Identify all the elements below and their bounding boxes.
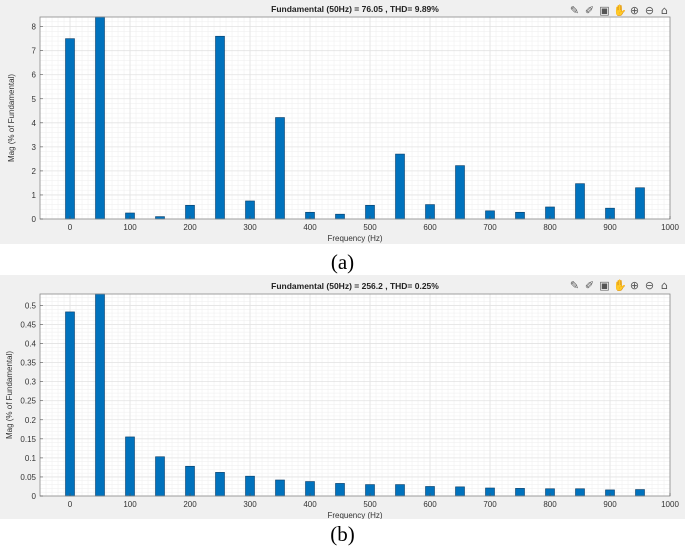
x-tick-label: 900 xyxy=(603,500,617,509)
x-tick-label: 600 xyxy=(423,223,437,232)
x-tick-label: 1000 xyxy=(661,500,679,509)
bar xyxy=(635,187,645,220)
bar xyxy=(575,488,585,497)
bar xyxy=(515,211,525,220)
bar xyxy=(275,117,285,220)
y-tick-label: 0.5 xyxy=(25,301,37,310)
y-axis-label: Mag (% of Fundamental) xyxy=(7,74,16,162)
grid xyxy=(39,16,671,220)
x-tick-label: 200 xyxy=(183,223,197,232)
y-tick-label: 4 xyxy=(32,119,37,128)
datatip-icon[interactable]: ▣ xyxy=(599,279,610,292)
x-tick-label: 900 xyxy=(603,223,617,232)
bar xyxy=(185,465,195,497)
y-tick-label: 0.25 xyxy=(20,397,36,406)
bar xyxy=(395,484,405,497)
y-tick-label: 5 xyxy=(32,95,37,104)
axes-box xyxy=(39,293,671,497)
bar xyxy=(455,486,465,497)
x-tick-label: 700 xyxy=(483,500,497,509)
caption-b: (b) xyxy=(330,522,355,546)
x-tick-label: 300 xyxy=(243,500,257,509)
bar xyxy=(635,489,645,497)
y-tick-label: 1 xyxy=(32,191,37,200)
bar-chart-b: 0 100 200 300 400 500 600 700 800 900 1000 0 0.05 0.1… xyxy=(5,281,679,519)
x-tick-label: 1000 xyxy=(661,223,679,232)
bar xyxy=(65,38,75,220)
x-tick-label: 100 xyxy=(123,500,137,509)
x-tick-label: 200 xyxy=(183,500,197,509)
brush-icon[interactable]: ✐ xyxy=(584,279,595,292)
y-tick-label: 0 xyxy=(32,215,37,224)
x-tick-label: 700 xyxy=(483,223,497,232)
y-tick-label: 0.2 xyxy=(25,416,37,425)
x-axis-label: Frequency (Hz) xyxy=(327,511,382,519)
caption-a: (a) xyxy=(330,250,355,274)
y-tick-label: 0.1 xyxy=(25,454,37,463)
chart-title: Fundamental (50Hz) = 256.2 , THD= 0.25% xyxy=(271,281,439,291)
x-tick-label: 500 xyxy=(363,223,377,232)
x-tick-label: 600 xyxy=(423,500,437,509)
bar xyxy=(575,183,585,220)
axes-box xyxy=(39,16,671,220)
pan-icon[interactable]: ✋ xyxy=(613,4,627,17)
bar xyxy=(95,293,105,497)
home-icon[interactable]: ⌂ xyxy=(661,279,668,292)
y-tick-label: 0.05 xyxy=(20,473,36,482)
x-tick-label: 800 xyxy=(543,500,557,509)
edit-icon[interactable]: ✎ xyxy=(569,279,580,292)
x-tick-label: 300 xyxy=(243,223,257,232)
bar xyxy=(95,16,105,220)
y-tick-label: 0.4 xyxy=(25,340,37,349)
edit-icon[interactable]: ✎ xyxy=(569,4,580,17)
zoom-out-icon[interactable]: ⊖ xyxy=(644,4,655,17)
y-tick-label: 0.15 xyxy=(20,435,36,444)
y-tick-label: 0 xyxy=(32,492,37,501)
zoom-out-icon[interactable]: ⊖ xyxy=(644,279,655,292)
pan-icon[interactable]: ✋ xyxy=(613,279,627,292)
x-tick-label: 800 xyxy=(543,223,557,232)
y-axis-label: Mag (% of Fundamental) xyxy=(5,351,14,439)
bar-chart-a: 0 100 200 300 400 500 600 700 800 900 1000 0 1 2 3 4 5 6 7… xyxy=(7,4,679,243)
figure-panel-a: ✎ ✐ ▣ ✋ ⊕ ⊖ ⌂ 0 100 200 300 400 500 600 700 800 900 1000… xyxy=(0,0,685,244)
bar xyxy=(125,436,135,497)
y-tick-label: 0.45 xyxy=(20,320,36,329)
home-icon[interactable]: ⌂ xyxy=(661,4,668,17)
axes-toolbar: ✎ ✐ ▣ ✋ ⊕ ⊖ ⌂ xyxy=(568,279,671,292)
bar xyxy=(455,165,465,220)
bar xyxy=(215,472,225,497)
x-tick-label: 400 xyxy=(303,223,317,232)
bar xyxy=(515,488,525,497)
y-tick-label: 7 xyxy=(32,47,37,56)
bar xyxy=(215,35,225,220)
x-tick-label: 0 xyxy=(68,500,73,509)
y-tick-label: 8 xyxy=(32,23,37,32)
bar xyxy=(275,479,285,497)
bar xyxy=(335,483,345,497)
datatip-icon[interactable]: ▣ xyxy=(599,4,610,17)
x-tick-label: 0 xyxy=(68,223,73,232)
bar xyxy=(65,311,75,497)
y-tick-label: 2 xyxy=(32,167,37,176)
chart-title: Fundamental (50Hz) = 76.05 , THD= 9.89% xyxy=(271,4,439,14)
x-tick-label: 400 xyxy=(303,500,317,509)
figure-panel-b: ✎ ✐ ▣ ✋ ⊕ ⊖ ⌂ 0 100 200 300 400 500 600 700 800 900 1000… xyxy=(0,275,685,519)
brush-icon[interactable]: ✐ xyxy=(584,4,595,17)
x-tick-label: 100 xyxy=(123,223,137,232)
y-tick-label: 0.35 xyxy=(20,359,36,368)
plot-area xyxy=(40,294,670,496)
x-axis-label: Frequency (Hz) xyxy=(327,234,382,243)
y-tick-label: 6 xyxy=(32,71,37,80)
bar xyxy=(335,213,345,220)
zoom-in-icon[interactable]: ⊕ xyxy=(629,279,640,292)
bar xyxy=(395,153,405,220)
zoom-in-icon[interactable]: ⊕ xyxy=(629,4,640,17)
y-tick-label: 3 xyxy=(32,143,37,152)
bar xyxy=(155,456,165,497)
x-tick-label: 500 xyxy=(363,500,377,509)
y-tick-label: 0.3 xyxy=(25,378,37,387)
axes-toolbar: ✎ ✐ ▣ ✋ ⊕ ⊖ ⌂ xyxy=(568,4,671,17)
